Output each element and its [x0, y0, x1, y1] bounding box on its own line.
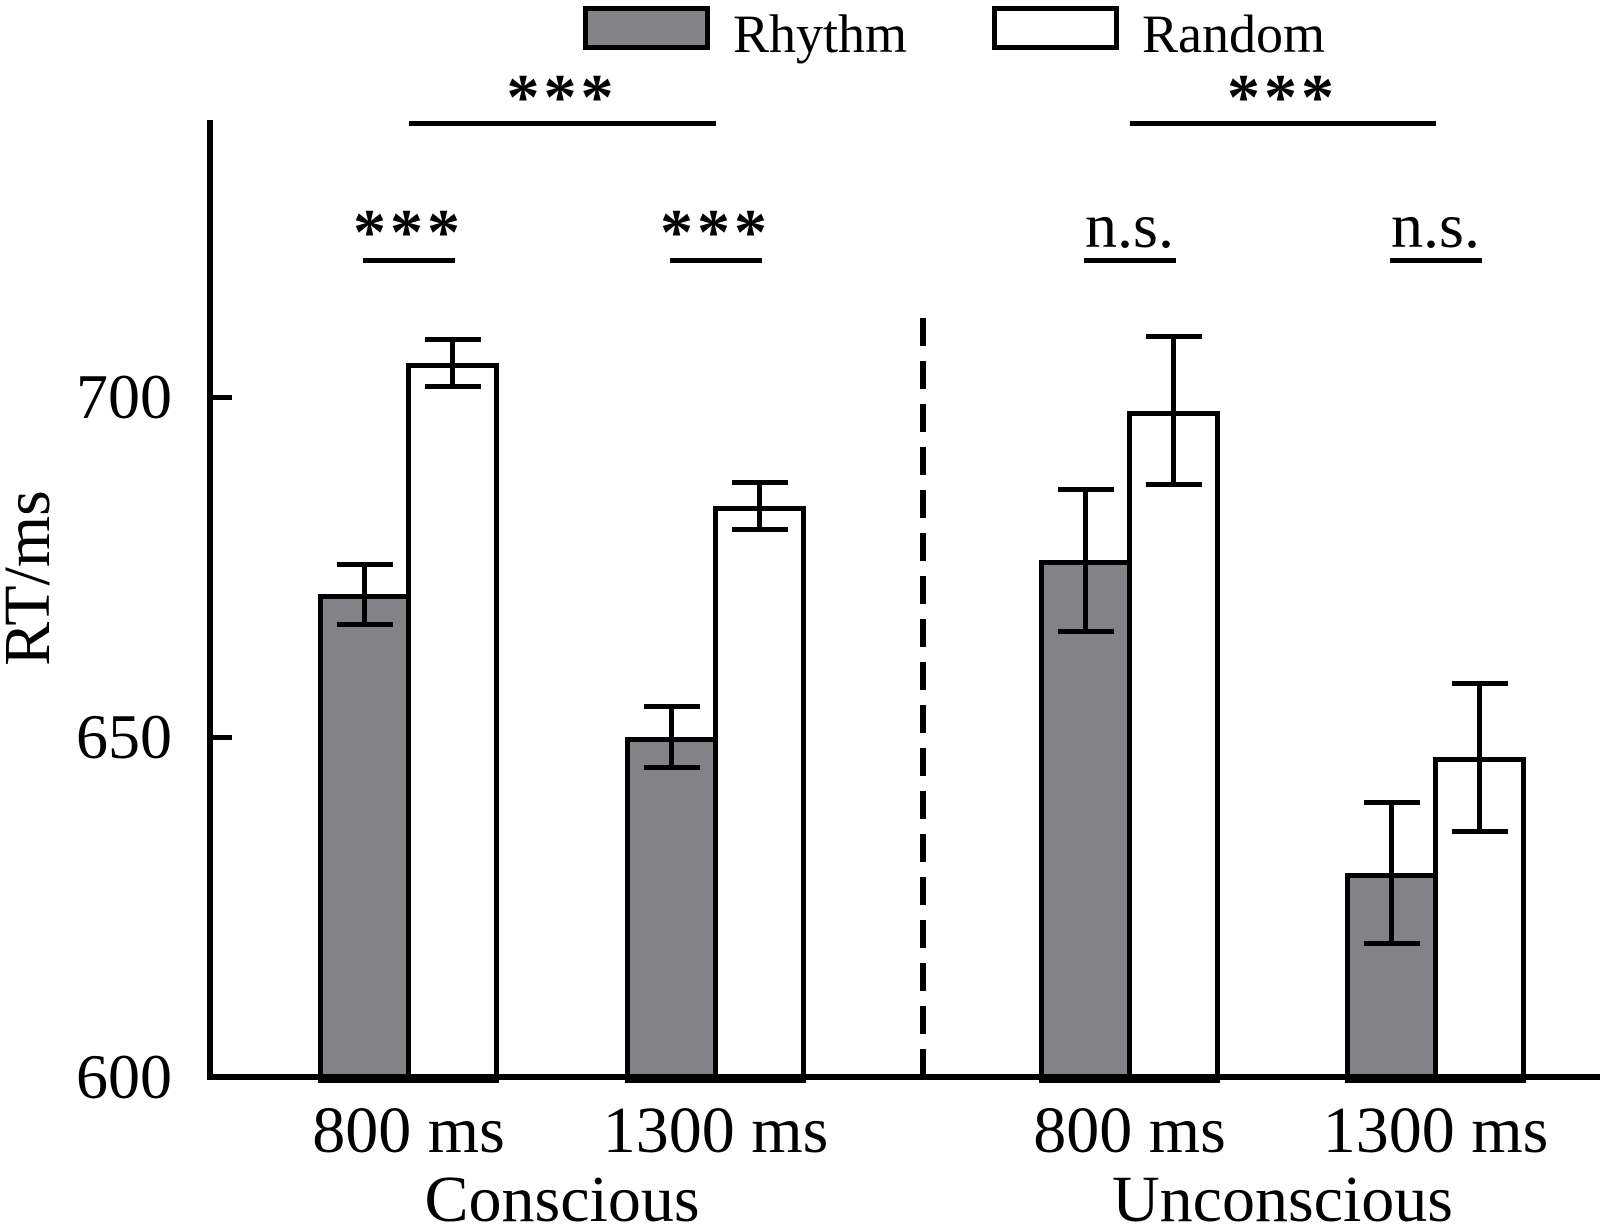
error-cap-top-rhythm-unconscious-1300-ms [1363, 799, 1420, 805]
error-bar-rhythm-unconscious-800-ms [1083, 488, 1088, 632]
error-cap-bottom-rhythm-conscious-800-ms [336, 621, 393, 627]
error-bar-random-unconscious-1300-ms [1477, 682, 1482, 833]
group-label-conscious: Conscious [424, 1163, 700, 1227]
legend-label-random: Random [1142, 4, 1325, 64]
error-cap-bottom-random-unconscious-1300-ms [1451, 829, 1508, 835]
x-label-unconscious-1300-ms: 1300 ms [1322, 1094, 1549, 1167]
y-tick-label-700: 700 [76, 361, 172, 432]
pair-significance-underline-unconscious-800-ms [1083, 258, 1176, 263]
bar-rhythm-conscious-1300-ms [625, 737, 718, 1083]
bar-rhythm-unconscious-800-ms [1039, 560, 1132, 1083]
error-cap-bottom-rhythm-unconscious-1300-ms [1363, 941, 1420, 947]
x-label-unconscious-800-ms: 800 ms [1033, 1094, 1226, 1167]
y-tick-label-600: 600 [76, 1041, 172, 1112]
between-significance-conscious: *** [506, 61, 618, 134]
legend-label-rhythm: Rhythm [733, 4, 908, 64]
error-cap-top-random-unconscious-1300-ms [1451, 680, 1508, 686]
pair-significance-underline-conscious-800-ms [362, 258, 455, 263]
error-cap-bottom-rhythm-conscious-1300-ms [643, 764, 700, 770]
pair-significance-conscious-800-ms: *** [353, 196, 464, 269]
legend-swatch-random [992, 6, 1119, 50]
error-cap-top-rhythm-conscious-1300-ms [643, 704, 700, 710]
error-cap-top-random-conscious-800-ms [424, 337, 481, 343]
error-cap-bottom-random-conscious-1300-ms [731, 526, 788, 532]
pair-significance-unconscious-1300-ms: n.s. [1391, 190, 1480, 261]
error-cap-top-random-conscious-1300-ms [731, 480, 788, 485]
error-cap-bottom-random-conscious-800-ms [424, 383, 481, 389]
x-axis-line [207, 1074, 1600, 1080]
bar-random-unconscious-800-ms [1127, 410, 1220, 1083]
x-label-conscious-1300-ms: 1300 ms [602, 1094, 829, 1167]
error-cap-bottom-rhythm-unconscious-800-ms [1057, 628, 1114, 634]
bar-random-conscious-1300-ms [713, 505, 806, 1083]
y-tick-mark-700 [213, 395, 232, 400]
group-divider-dashed-line [920, 318, 926, 1074]
pair-significance-unconscious-800-ms: n.s. [1085, 190, 1174, 261]
error-bar-rhythm-conscious-1300-ms [669, 706, 674, 768]
error-cap-top-rhythm-unconscious-800-ms [1057, 486, 1114, 492]
legend-swatch-rhythm [583, 6, 710, 50]
bar-random-conscious-800-ms [406, 363, 499, 1083]
error-cap-top-rhythm-conscious-800-ms [336, 561, 393, 567]
between-significance-line-unconscious [1129, 121, 1436, 126]
x-label-conscious-800-ms: 800 ms [312, 1094, 505, 1167]
error-bar-random-unconscious-800-ms [1171, 335, 1176, 486]
error-bar-rhythm-unconscious-1300-ms [1389, 801, 1394, 945]
error-bar-random-conscious-1300-ms [757, 482, 762, 530]
between-significance-line-conscious [408, 121, 716, 126]
y-axis-label: RT/ms [0, 490, 64, 666]
group-label-unconscious: Unconscious [1112, 1163, 1453, 1227]
between-significance-unconscious: *** [1227, 61, 1338, 134]
y-axis-line [207, 120, 213, 1080]
error-cap-top-random-unconscious-800-ms [1145, 333, 1202, 339]
bar-rhythm-conscious-800-ms [318, 594, 411, 1083]
pair-significance-conscious-1300-ms: *** [660, 196, 771, 269]
error-cap-bottom-random-unconscious-800-ms [1145, 482, 1202, 488]
error-bar-random-conscious-800-ms [450, 339, 455, 387]
y-tick-label-650: 650 [76, 701, 172, 772]
pair-significance-underline-conscious-1300-ms [669, 258, 762, 263]
pair-significance-underline-unconscious-1300-ms [1389, 258, 1482, 263]
y-tick-mark-650 [213, 735, 232, 740]
error-bar-rhythm-conscious-800-ms [362, 563, 367, 625]
